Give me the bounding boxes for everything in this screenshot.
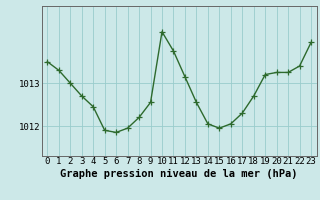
X-axis label: Graphe pression niveau de la mer (hPa): Graphe pression niveau de la mer (hPa) — [60, 169, 298, 179]
